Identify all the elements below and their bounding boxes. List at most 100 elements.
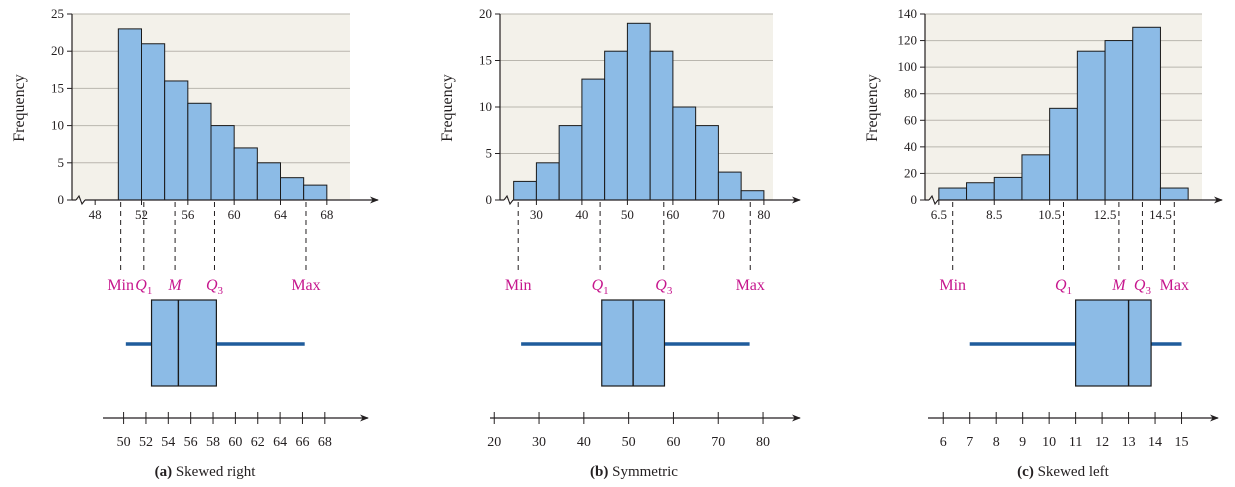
caption-c-text: Skewed left [1038, 464, 1110, 480]
y-tick-label: 5 [58, 155, 65, 170]
x-tick-label: 8.5 [986, 207, 1002, 222]
x-tick-label: 10.5 [1038, 207, 1061, 222]
x-tick-label: 80 [757, 207, 770, 222]
y-tick-label: 20 [904, 165, 917, 180]
boxplot-axis-label: 8 [993, 435, 1000, 450]
x-tick-label: 48 [89, 207, 102, 222]
histogram-bar [187, 102, 212, 201]
marker-label: Max [1160, 277, 1189, 294]
caption-c-prefix: (c) [1017, 464, 1034, 480]
marker-label: M [1111, 277, 1127, 294]
marker-label: M [167, 277, 183, 294]
ylabel-c: Frequency [864, 74, 881, 142]
box-iqr [150, 299, 217, 387]
boxplot-axis-label: 9 [1019, 435, 1026, 450]
caption-a: (a) Skewed right [155, 464, 257, 480]
boxplot-axis-label: 7 [966, 435, 973, 450]
y-tick-label: 120 [898, 33, 918, 48]
boxplot-axis-label: 14 [1148, 435, 1162, 450]
boxplot-axis-label: 68 [318, 435, 332, 450]
y-tick-label: 15 [51, 80, 64, 95]
histogram-bar [141, 43, 166, 201]
boxplot-axis-label: 13 [1122, 435, 1136, 450]
caption-c: (c) Skewed left [1017, 464, 1109, 480]
boxplot-axis-label: 54 [161, 435, 175, 450]
caption-b-text: Symmetric [612, 464, 678, 480]
histogram-bar [117, 28, 143, 201]
caption-b: (b) Symmetric [590, 464, 678, 480]
axis-break [928, 194, 939, 206]
x-tick-label: 14.5 [1149, 207, 1172, 222]
axis-break [75, 194, 86, 206]
y-tick-label: 80 [904, 86, 917, 101]
y-tick-label: 40 [904, 139, 917, 154]
x-tick-label: 30 [530, 207, 543, 222]
x-tick-label: 56 [181, 207, 195, 222]
boxplot-axis-label: 58 [206, 435, 220, 450]
caption-a-text: Skewed right [176, 464, 256, 480]
histogram-bar [1076, 50, 1106, 201]
panel-skewed-left: Frequency (c) Skewed left 0 20 40 60 80 100 12… [864, 6, 1223, 480]
histogram-bar [256, 162, 282, 201]
boxplot-axis-label: 11 [1069, 435, 1082, 450]
y-tick-label: 0 [911, 192, 918, 207]
histogram-bar [966, 182, 995, 201]
histogram-bar [164, 80, 189, 201]
histogram-bar [938, 187, 968, 201]
boxplot-axis-label: 66 [295, 435, 309, 450]
boxplot-axis-label: 10 [1042, 435, 1056, 450]
boxplot-axis-label: 70 [711, 435, 725, 450]
boxplot-axis-label: 6 [940, 435, 947, 450]
x-tick-label: 12.5 [1094, 207, 1117, 222]
histogram-bar [740, 190, 765, 201]
histogram-bar [280, 177, 305, 201]
boxplot-axis-label: 30 [532, 435, 546, 450]
y-tick-label: 20 [51, 43, 64, 58]
histogram-bar [558, 125, 583, 201]
y-tick-label: 15 [479, 53, 492, 68]
caption-b-prefix: (b) [590, 464, 608, 480]
marker-label: Min [939, 277, 966, 294]
x-tick-label: 70 [712, 207, 725, 222]
axis-break [503, 194, 514, 206]
y-tick-label: 100 [898, 59, 918, 74]
histogram-bar [626, 22, 651, 201]
y-tick-label: 25 [51, 6, 64, 21]
marker-label: Q1 [1055, 277, 1072, 297]
marker-label: Min [107, 277, 134, 294]
y-tick-label: 10 [51, 118, 64, 133]
x-tick-label: 60 [666, 207, 679, 222]
boxplot-axis-label: 80 [756, 435, 770, 450]
marker-label: Q1 [592, 277, 609, 297]
boxplot-axis-label: 15 [1175, 435, 1189, 450]
x-tick-label: 68 [320, 207, 333, 222]
x-tick-label: 52 [135, 207, 148, 222]
histogram-bar [649, 50, 674, 201]
histogram-bar [513, 180, 537, 201]
marker-label: Min [505, 277, 532, 294]
x-tick-label: 60 [228, 207, 241, 222]
boxplot-axis-label: 64 [273, 435, 287, 450]
boxplot-axis-label: 12 [1095, 435, 1109, 450]
histogram-bar [1049, 107, 1078, 201]
x-tick-label: 64 [274, 207, 288, 222]
marker-label: Q3 [1134, 277, 1152, 297]
histogram-bar [535, 162, 560, 201]
y-tick-label: 60 [904, 112, 917, 127]
histogram-bar [604, 50, 628, 201]
boxplot-axis-label: 62 [251, 435, 265, 450]
y-tick-label: 20 [479, 6, 492, 21]
x-tick-label: 40 [575, 207, 588, 222]
boxplot-axis-label: 50 [117, 435, 131, 450]
x-tick-label: 50 [621, 207, 634, 222]
histogram-bar [695, 125, 719, 201]
boxplot-axis-label: 56 [184, 435, 198, 450]
panel-symmetric: Frequency (b) Symmetric 0 5 10 15 20 30 40 50 60… [439, 6, 801, 480]
boxplot-axis-label: 50 [622, 435, 636, 450]
boxplot-axis-label: 60 [666, 435, 680, 450]
ylabel-a: Frequency [11, 74, 28, 142]
marker-label: Max [291, 277, 320, 294]
histogram-bar [303, 184, 328, 201]
ylabel-b: Frequency [439, 74, 456, 142]
